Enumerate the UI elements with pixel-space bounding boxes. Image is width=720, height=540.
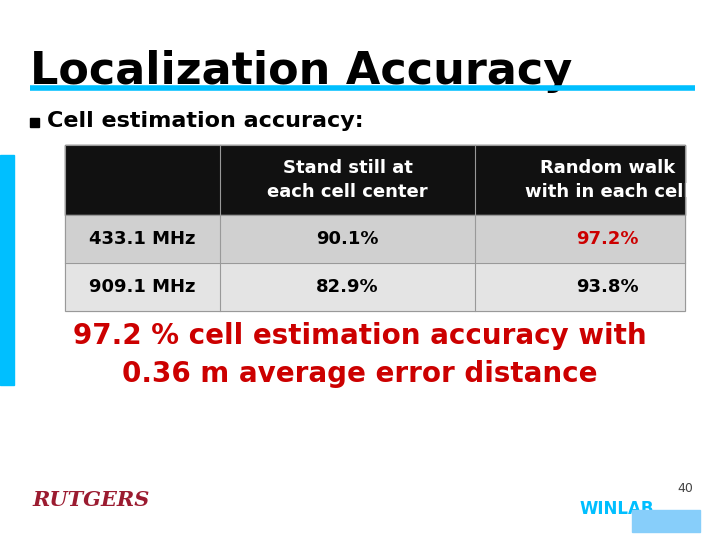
Text: Stand still at
each cell center: Stand still at each cell center — [267, 159, 428, 201]
Bar — [632, 510, 700, 532]
Bar — [30, 118, 39, 126]
Bar — [65, 215, 685, 263]
Text: 97.2%: 97.2% — [576, 230, 639, 248]
Bar — [65, 145, 685, 311]
Text: 433.1 MHz: 433.1 MHz — [89, 230, 196, 248]
Text: 909.1 MHz: 909.1 MHz — [89, 278, 196, 296]
Text: 40: 40 — [677, 482, 693, 495]
Text: 97.2 % cell estimation accuracy with
0.36 m average error distance: 97.2 % cell estimation accuracy with 0.3… — [73, 321, 647, 388]
Text: 93.8%: 93.8% — [576, 278, 639, 296]
Text: Localization Accuracy: Localization Accuracy — [30, 50, 572, 93]
Text: RUTGERS: RUTGERS — [32, 490, 149, 510]
Text: Cell estimation accuracy:: Cell estimation accuracy: — [47, 111, 364, 131]
Text: Random walk
with in each cell: Random walk with in each cell — [526, 159, 690, 201]
Text: 82.9%: 82.9% — [316, 278, 379, 296]
Bar — [65, 263, 685, 311]
Bar — [0, 155, 14, 385]
Text: 90.1%: 90.1% — [316, 230, 379, 248]
Bar — [65, 145, 685, 215]
Text: WINLAB: WINLAB — [580, 500, 654, 518]
